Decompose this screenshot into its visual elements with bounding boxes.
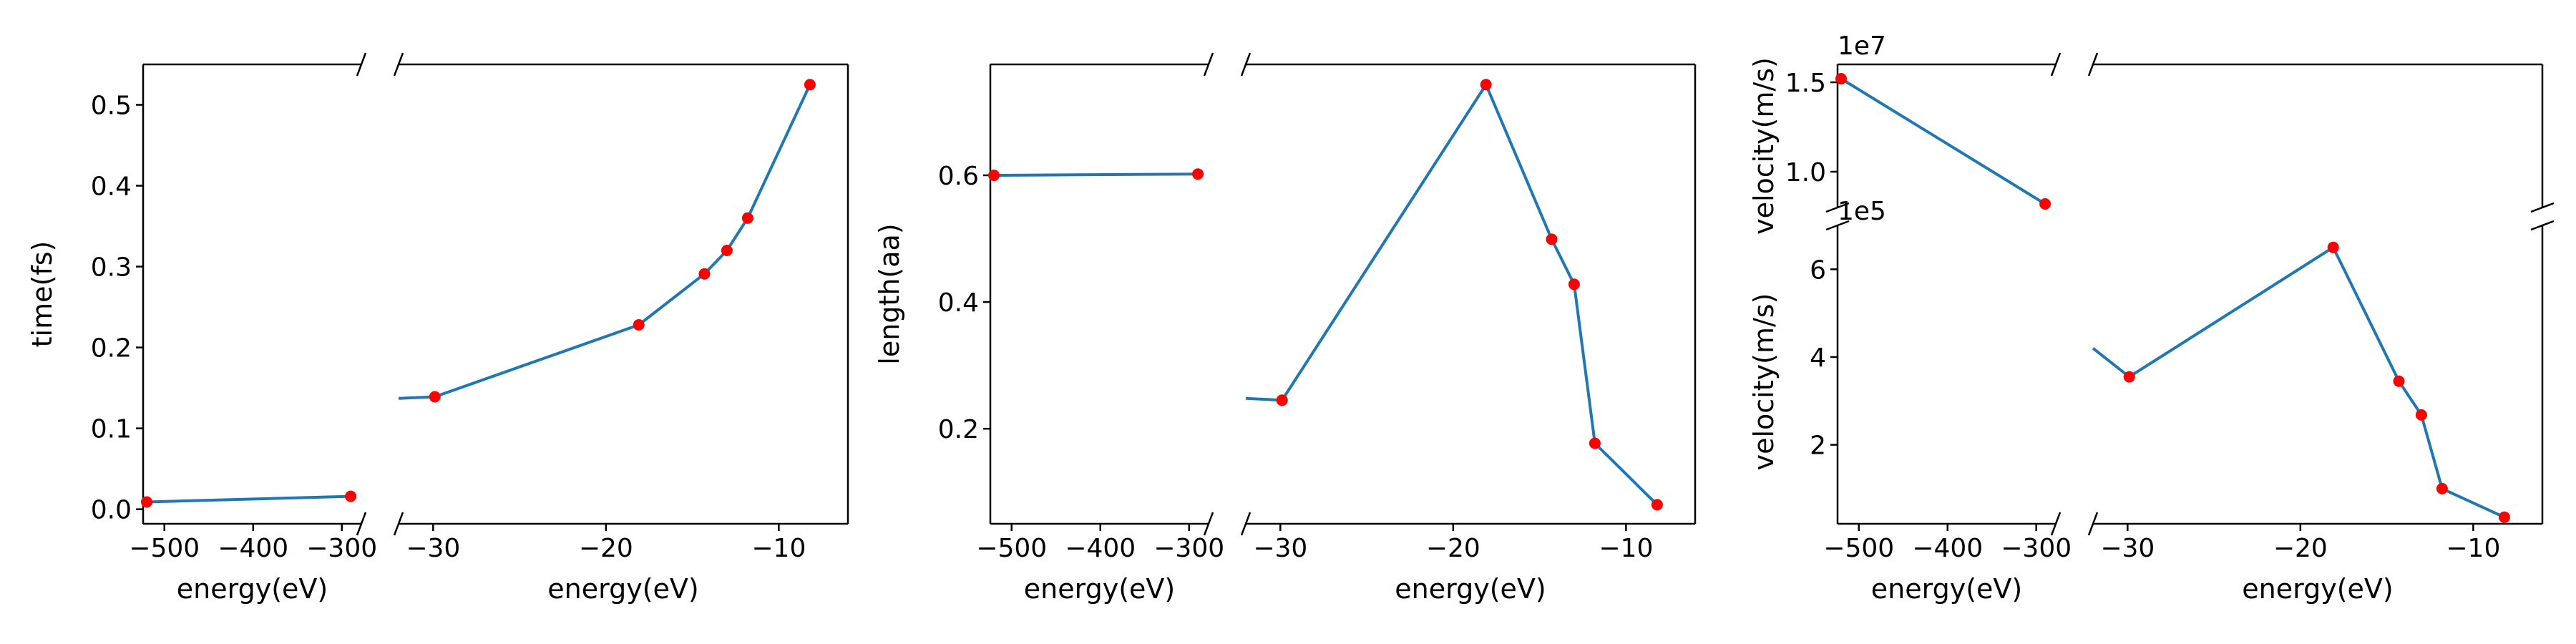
chart2-left-xlabel: energy(eV) — [1024, 573, 1175, 605]
chart1-ytick-label: 0.3 — [91, 253, 132, 283]
chart2-left-data-point — [988, 170, 1000, 181]
chart3-bottom-ytick-label: 6 — [1810, 255, 1826, 285]
chart3-right-data-point — [2393, 375, 2405, 387]
chart1-ytick-label: 0.0 — [91, 496, 132, 525]
chart2-right-data-point — [1276, 394, 1288, 406]
chart2-break-mark — [1240, 512, 1252, 536]
chart2-right-data-point — [1568, 278, 1580, 291]
chart3-top-ytick-label: 1.0 — [1785, 158, 1826, 187]
chart1-right-data-point — [741, 212, 753, 224]
chart1-break-mark — [356, 512, 367, 536]
chart3-break-mark — [2530, 220, 2555, 231]
chart1-left-xtick-label: −400 — [218, 534, 288, 563]
chart2-break-mark — [1203, 512, 1214, 536]
chart3-left-xtick-label: −500 — [1823, 534, 1894, 563]
chart3-bottom-ylabel: velocity(m/s) — [1748, 293, 1780, 471]
chart1-break-mark — [356, 52, 367, 77]
chart3-right-xlabel: energy(eV) — [2242, 573, 2393, 605]
chart1-left-data-point — [141, 496, 152, 508]
chart2-left-data-point — [1192, 168, 1204, 180]
chart3-break-mark — [2050, 52, 2062, 77]
chart3-bottom-ytick-label: 2 — [1810, 431, 1826, 461]
chart2-ytick-label: 0.6 — [938, 162, 979, 191]
chart3-bottom-offset-text: 1e5 — [1838, 197, 1886, 226]
chart2-right-data-point — [1480, 79, 1492, 91]
chart1-right-data-point — [633, 319, 645, 331]
chart3-break-mark — [1825, 202, 1850, 213]
chart3-top-ylabel: velocity(m/s) — [1748, 57, 1780, 235]
chart2-break-mark — [1240, 52, 1252, 77]
chart1-ylabel: time(fs) — [26, 241, 58, 348]
chart1-right-data-point — [721, 245, 733, 256]
chart1-left-series-line — [146, 494, 351, 504]
chart3-right-data-point — [2327, 241, 2339, 253]
chart2-left-xtick-label: −300 — [1153, 534, 1224, 563]
chart2-break-mark — [1203, 52, 1214, 77]
chart1-left-xtick-label: −300 — [306, 534, 377, 563]
chart3-left-data-point — [2039, 198, 2051, 210]
chart3-right-data-point — [2123, 371, 2135, 383]
chart1-right-data-point — [429, 391, 441, 403]
chart1-right-xtick-label: −20 — [579, 534, 633, 563]
chart2-left-xtick-label: −500 — [976, 534, 1047, 563]
chart2-right-xtick-label: −30 — [1253, 534, 1307, 563]
chart3-break-mark — [2530, 202, 2555, 213]
chart1-ytick-label: 0.1 — [91, 415, 132, 444]
chart3-break-mark — [2087, 52, 2099, 77]
chart2-right-xtick-label: −20 — [1426, 534, 1480, 563]
chart2-right-data-point — [1651, 499, 1663, 511]
chart3-right-data-point — [2498, 511, 2510, 523]
chart1-right-series-line — [398, 84, 811, 400]
chart2-right-xtick-label: −10 — [1599, 534, 1653, 563]
chart1-ytick-label: 0.5 — [91, 92, 132, 121]
chart3-break-mark — [2087, 512, 2099, 536]
chart1-ytick-label: 0.2 — [91, 334, 132, 364]
chart2-ylabel: length(aa) — [874, 223, 905, 364]
chart3-left-data-point — [1835, 73, 1847, 84]
chart2-right-data-point — [1546, 233, 1558, 245]
chart3-left-xtick-label: −300 — [2001, 534, 2072, 563]
chart3-top-ytick-label: 1.5 — [1785, 69, 1826, 98]
chart3-right-series-line — [2092, 245, 2505, 519]
chart1-break-mark — [393, 512, 404, 536]
chart1-right-xtick-label: −30 — [406, 534, 460, 563]
chart3-right-xtick-label: −30 — [2100, 534, 2155, 563]
chart2-right-xlabel: energy(eV) — [1395, 573, 1546, 605]
chart3-right-data-point — [2436, 482, 2448, 494]
chart1-break-mark — [393, 52, 404, 77]
chart2-left-series-line — [993, 172, 1199, 177]
chart3-right-data-point — [2415, 409, 2427, 421]
chart3-break-mark — [1825, 220, 1850, 231]
chart1-right-data-point — [804, 79, 816, 91]
chart2-ytick-label: 0.2 — [938, 415, 979, 444]
chart3-break-mark — [2050, 512, 2062, 536]
chart1-left-xlabel: energy(eV) — [177, 573, 328, 605]
chart1-right-data-point — [698, 268, 711, 280]
chart3-right-xtick-label: −20 — [2273, 534, 2328, 563]
chart1-right-xtick-label: −10 — [751, 534, 806, 563]
chart1-left-xtick-label: −500 — [129, 534, 200, 563]
chart3-right-xtick-label: −10 — [2446, 534, 2500, 563]
chart3-left-series-line — [1840, 77, 2046, 205]
chart3-left-xlabel: energy(eV) — [1871, 573, 2022, 605]
chart1-left-data-point — [345, 490, 357, 502]
chart3-bottom-ytick-label: 4 — [1810, 343, 1826, 373]
chart2-left-xtick-label: −400 — [1065, 534, 1136, 563]
chart3-top-offset-text: 1e7 — [1838, 31, 1886, 61]
chart3-left-xtick-label: −400 — [1912, 534, 1983, 563]
chart1-right-xlabel: energy(eV) — [547, 573, 698, 605]
chart2-ytick-label: 0.4 — [938, 288, 979, 318]
chart2-right-data-point — [1589, 437, 1601, 449]
chart1-ytick-label: 0.4 — [91, 172, 132, 202]
